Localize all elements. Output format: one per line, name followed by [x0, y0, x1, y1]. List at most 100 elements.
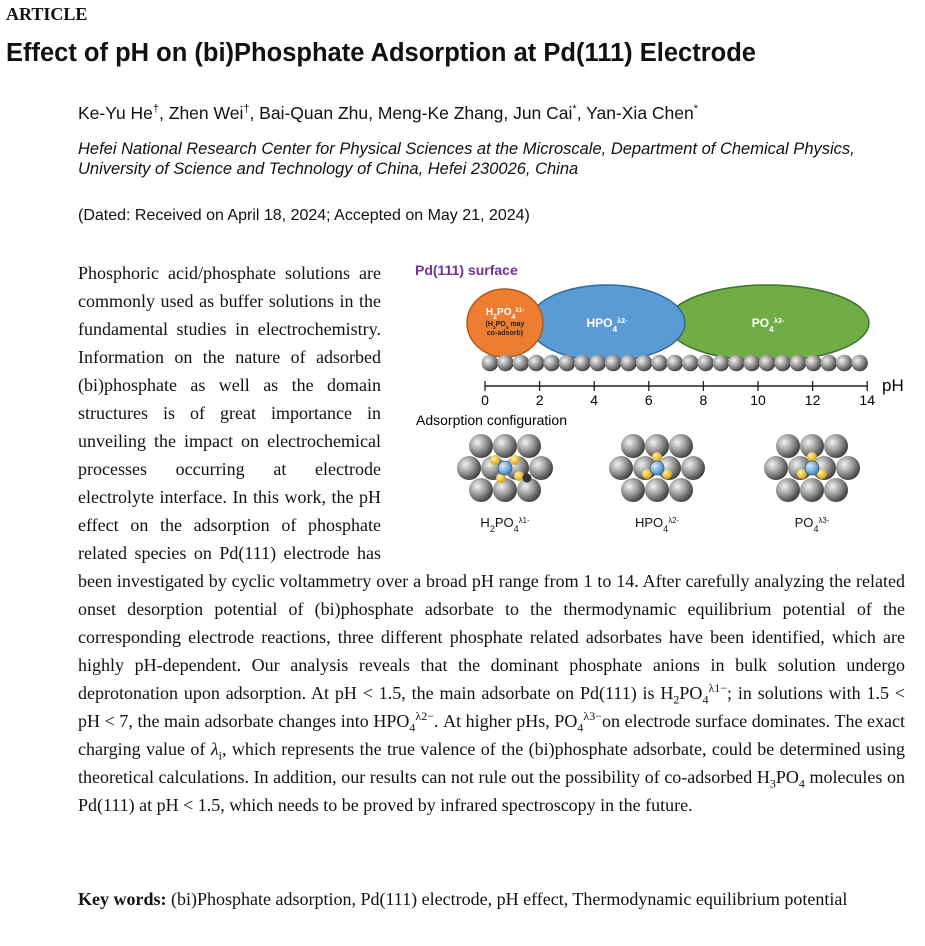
oxygen: [797, 469, 807, 479]
text-sup: *: [693, 103, 699, 116]
figure-float: Pd(111) surface pH Adsorption configurat…: [395, 259, 905, 541]
pd-atom: [527, 354, 545, 372]
axis-tick-label: 12: [805, 392, 821, 408]
axis-label: pH: [882, 376, 904, 395]
text-sub: 4: [798, 776, 805, 791]
oxygen: [662, 469, 672, 479]
phosphorus: [649, 460, 665, 476]
pd-atom: [776, 434, 800, 458]
pd-atom: [669, 478, 693, 502]
text-sub: 4: [769, 324, 774, 334]
abstract-text: Phosphoric acid/phosphate solutions are …: [78, 263, 905, 815]
formula: (H2PO4 may: [486, 321, 525, 331]
formula: HPO4λ2-: [635, 515, 679, 534]
text-t: H: [486, 307, 493, 318]
pd-atom: [758, 354, 776, 372]
pd-atom: [764, 456, 788, 480]
pd-atom: [645, 434, 669, 458]
pd-atom: [517, 478, 541, 502]
formula: H2PO4λ1-: [480, 515, 530, 534]
text-t: . At higher pHs, PO: [433, 711, 578, 731]
text-t: on electrode surface dominates. The exac…: [78, 711, 906, 759]
text-t: , Bai-Quan Zhu, Meng-Ke Zhang, Jun Cai: [249, 103, 573, 123]
text-t: PO: [495, 515, 514, 530]
pd-atom: [774, 354, 791, 372]
pd-atom: [681, 456, 705, 480]
pd-atom: [651, 354, 668, 372]
keywords-text: (bi)Phosphate adsorption, Pd(111) electr…: [171, 889, 848, 909]
oxygen: [817, 469, 827, 479]
pd-atom: [529, 456, 553, 480]
text-sub: 4: [506, 325, 509, 331]
pd-atom: [805, 354, 822, 372]
pd-atom: [697, 354, 714, 372]
pd-atom: [712, 354, 730, 372]
text-sup: †: [152, 103, 160, 116]
text-sup: †: [243, 103, 250, 116]
keywords: Key words: (bi)Phosphate adsorption, Pd(…: [78, 885, 905, 913]
pd-atom: [728, 354, 745, 372]
pd-atom: [497, 354, 514, 372]
oxygen: [807, 452, 817, 462]
text-t: PO: [497, 307, 512, 318]
text-t: PO: [679, 683, 703, 703]
text-t: , which represents the true valence of t…: [78, 739, 906, 787]
text-t: may: [509, 321, 525, 328]
pd-atom: [836, 456, 860, 480]
text-t: PO: [775, 767, 799, 787]
oxygen: [514, 471, 524, 481]
formula: PO4λ3-: [795, 515, 830, 534]
text-sup: *: [572, 103, 577, 116]
pd-atom: [824, 478, 848, 502]
text-t: molecules on Pd(111) at pH < 1.5, which …: [78, 767, 905, 815]
hydroxyl: [522, 473, 532, 483]
pd-atom: [621, 434, 645, 458]
oxygen: [496, 473, 506, 483]
pd-atom: [620, 354, 637, 372]
pd-atom: [481, 354, 499, 372]
pd-atom: [457, 456, 481, 480]
dates: (Dated: Received on April 18, 2024; Acce…: [78, 207, 530, 224]
text-sub: 4: [409, 720, 416, 735]
text-t: Phosphoric acid/phosphate solutions are …: [78, 263, 905, 703]
text-sub: 4: [577, 720, 584, 735]
figure-title: Pd(111) surface: [415, 262, 518, 278]
text-sub: 2: [493, 314, 497, 321]
pd-atom: [493, 434, 517, 458]
text-t: co-adsorb): [487, 330, 523, 337]
text-t: HPO: [635, 515, 663, 530]
text-sub: 3: [769, 776, 776, 791]
text-sub: 2: [493, 325, 496, 331]
abstract: Pd(111) surface pH Adsorption configurat…: [78, 259, 905, 819]
oxygen: [652, 452, 662, 462]
figure-subtitle: Adsorption configuration: [416, 412, 567, 428]
text-sup: λ3-: [819, 516, 830, 525]
pd-atom: [469, 478, 493, 502]
pd-atom: [800, 434, 824, 458]
pd-atom: [824, 434, 848, 458]
text-t: PO: [752, 316, 769, 330]
pd-atom: [669, 434, 693, 458]
text-sup: λ1−: [708, 681, 728, 695]
text-t: (H: [486, 321, 493, 328]
pd-atom: [635, 354, 653, 372]
pd-atom: [543, 354, 560, 372]
pd-atom: [609, 456, 633, 480]
section-label: ARTICLE: [6, 4, 88, 24]
oxygen: [510, 455, 520, 465]
formula: H2PO4λ1-: [486, 307, 524, 321]
phosphorus: [497, 460, 513, 476]
axis-tick-label: 4: [590, 392, 598, 408]
pd-atom: [666, 354, 684, 372]
pd-atom: [776, 478, 800, 502]
text-sup: λ3−: [583, 709, 602, 723]
text-t: PO: [795, 515, 814, 530]
axis-tick-label: 2: [536, 392, 544, 408]
text-sup: λ1-: [515, 308, 524, 314]
text-t: , Yan-Xia Chen: [576, 103, 694, 123]
pd-atom: [558, 354, 576, 372]
pd-atom: [512, 354, 530, 372]
pd-atom: [851, 354, 868, 372]
